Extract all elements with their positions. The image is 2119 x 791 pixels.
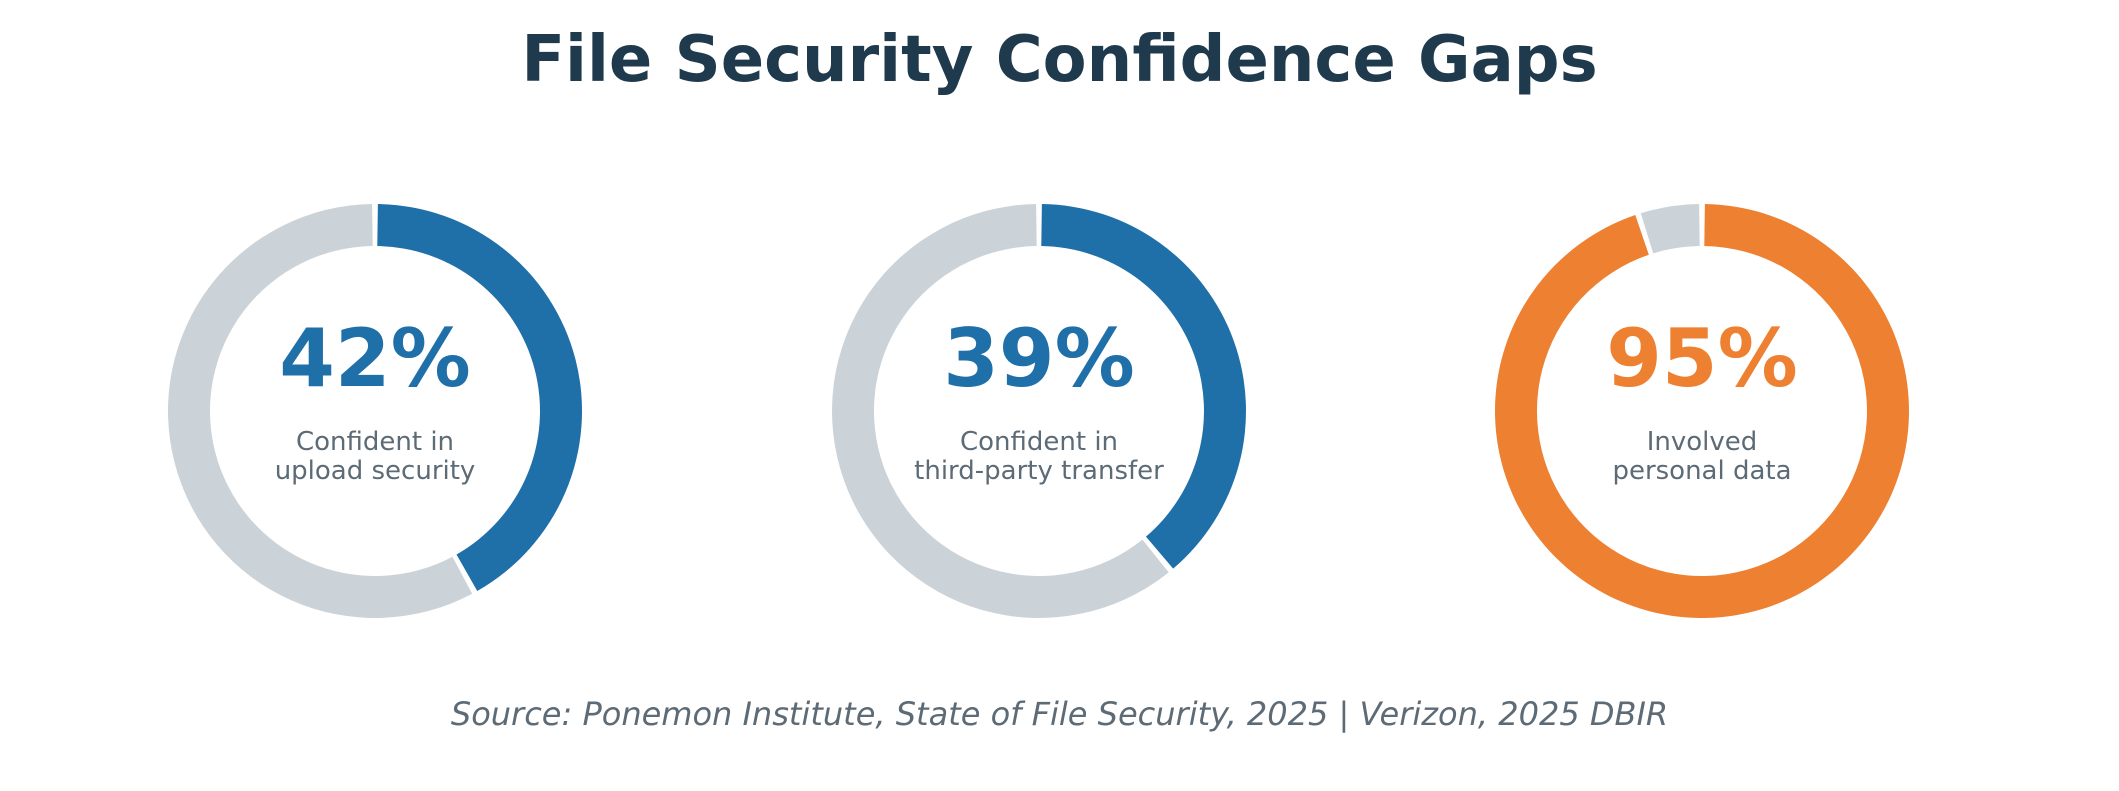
donut-value-arc <box>1041 204 1247 569</box>
donut-svg <box>1494 204 1909 618</box>
donut-remainder-arc <box>167 204 473 618</box>
donut-value-arc <box>1494 204 1909 618</box>
donut-caption: Confident in upload security <box>160 428 590 486</box>
donut-svg <box>167 204 583 618</box>
donut-caption-line: Involved <box>1646 427 1758 457</box>
donut-remainder-arc <box>831 204 1169 618</box>
donut-value-label: 42% <box>279 312 471 405</box>
donut-remainder-arc <box>1640 204 1700 254</box>
donut-caption: Involved personal data <box>1487 428 1917 486</box>
donut-chart-personal-data: 95% Involved personal data <box>1487 196 1917 626</box>
donut-caption: Confident in third-party transfer <box>824 428 1254 486</box>
donut-value-arc <box>377 204 583 591</box>
donut-caption-line: Confident in <box>959 427 1119 457</box>
donut-caption-line: personal data <box>1612 456 1792 486</box>
donut-chart-third-party-transfer: 39% Confident in third-party transfer <box>824 196 1254 626</box>
donut-svg <box>831 204 1247 618</box>
donut-value-label: 39% <box>943 312 1135 405</box>
donut-chart-upload-security: 42% Confident in upload security <box>160 196 590 626</box>
donut-caption-line: Confident in <box>295 427 455 457</box>
donut-value-label: 95% <box>1606 312 1798 405</box>
chart-title: File Security Confidence Gaps <box>521 23 1598 97</box>
donut-caption-line: upload security <box>274 456 476 486</box>
donut-caption-line: third-party transfer <box>914 456 1164 486</box>
source-note: Source: Ponemon Institute, State of File… <box>450 695 1669 733</box>
